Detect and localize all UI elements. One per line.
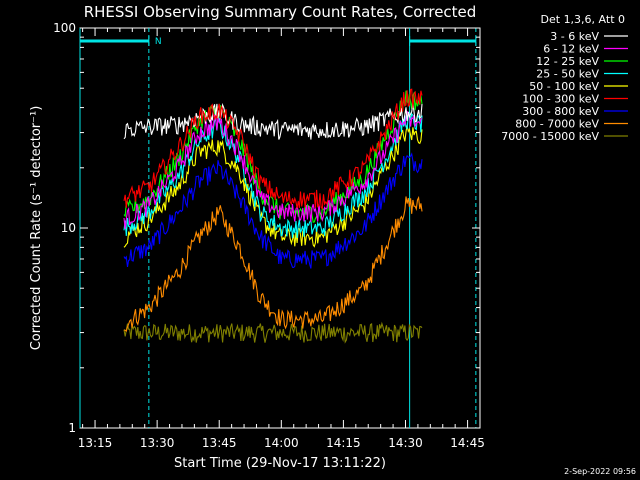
y-axis-label: Corrected Count Rate (s⁻¹ detector⁻¹) bbox=[29, 106, 44, 351]
y-tick-label: 10 bbox=[61, 221, 76, 235]
night-label: N bbox=[155, 37, 162, 47]
series-line bbox=[123, 321, 423, 344]
x-tick-label: 14:15 bbox=[326, 436, 361, 450]
x-tick-label: 14:45 bbox=[450, 436, 485, 450]
y-tick-label: 100 bbox=[53, 21, 76, 35]
legend-entry-label: 3 - 6 keV bbox=[550, 30, 599, 43]
x-tick-label: 13:45 bbox=[202, 436, 237, 450]
series-line bbox=[123, 125, 423, 248]
axes-layer: 1 10 100 13:15 13:30 13:45 14:00 14:15 14:30 14:4… bbox=[53, 21, 485, 450]
y-tick-label: 1 bbox=[68, 421, 76, 435]
x-tick-label: 13:30 bbox=[140, 436, 175, 450]
legend-entry-label: 800 - 7000 keV bbox=[515, 118, 599, 131]
x-tick-label: 14:30 bbox=[388, 436, 423, 450]
legend-entry-label: 7000 - 15000 keV bbox=[501, 130, 599, 143]
footer-timestamp: 2-Sep-2022 09:56 bbox=[564, 467, 636, 476]
legend-entry-label: 6 - 12 keV bbox=[543, 43, 599, 56]
chart-title: RHESSI Observing Summary Count Rates, Co… bbox=[84, 3, 477, 21]
series-layer bbox=[123, 88, 423, 344]
legend-entry-label: 100 - 300 keV bbox=[522, 93, 599, 106]
x-tick-label: 13:15 bbox=[78, 436, 113, 450]
legend-entry-label: 300 - 800 keV bbox=[522, 105, 599, 118]
legend-entry-label: 50 - 100 keV bbox=[529, 80, 599, 93]
series-line bbox=[123, 90, 423, 223]
x-tick-label: 14:00 bbox=[264, 436, 299, 450]
series-line bbox=[123, 195, 423, 332]
series-line bbox=[123, 110, 423, 229]
series-line bbox=[123, 110, 423, 239]
series-line bbox=[123, 88, 423, 210]
series-line bbox=[123, 152, 423, 269]
legend-entry-label: 12 - 25 keV bbox=[536, 55, 599, 68]
legend-header: Det 1,3,6, Att 0 bbox=[541, 13, 625, 26]
series-line bbox=[123, 102, 423, 140]
x-axis-label: Start Time (29-Nov-17 13:11:22) bbox=[174, 456, 386, 471]
legend-entry-label: 25 - 50 keV bbox=[536, 68, 599, 81]
